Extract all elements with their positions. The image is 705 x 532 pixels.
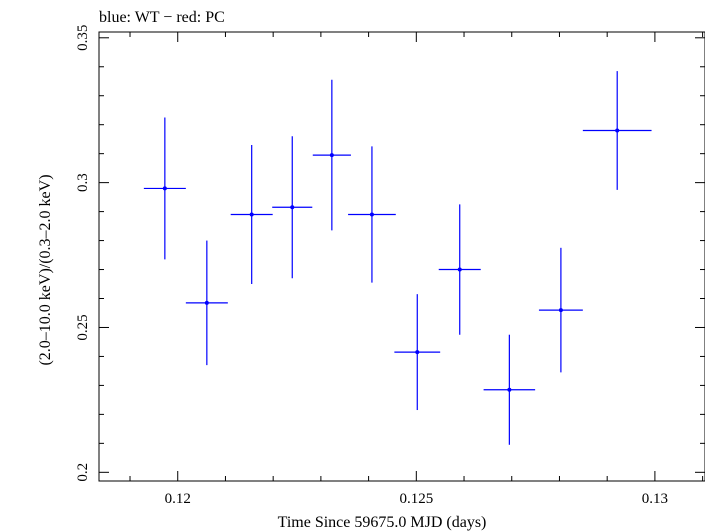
y-axis-label: (2.0–10.0 keV)/(0.3–2.0 keV): [37, 174, 54, 365]
y-tick-label: 0.25: [75, 314, 91, 340]
data-point: [230, 144, 273, 285]
data-point: [394, 294, 441, 411]
data-marker: [162, 186, 167, 191]
data-point: [582, 71, 652, 190]
plot-frame: [98, 31, 705, 482]
data-point: [348, 146, 396, 283]
data-marker: [415, 350, 420, 355]
data-marker: [507, 387, 512, 392]
chart-title: blue: WT − red: PC: [99, 9, 225, 26]
x-tick-label: 0.125: [399, 491, 433, 507]
y-axis-ticks: 0.2 0.25 0.3 0.35: [75, 25, 705, 482]
data-marker: [457, 267, 462, 272]
data-point: [483, 334, 536, 445]
data-marker: [329, 153, 334, 158]
data-point: [272, 136, 313, 279]
y-tick-label: 0.35: [75, 25, 91, 51]
x-tick-label: 0.12: [165, 491, 191, 507]
data-marker: [249, 212, 254, 217]
data-point: [312, 79, 351, 231]
data-point: [538, 247, 583, 373]
data-marker: [369, 212, 374, 217]
data-series: [143, 71, 652, 445]
data-point: [143, 117, 186, 260]
data-marker: [558, 308, 563, 313]
x-axis-ticks: 0.12 0.125 0.13: [129, 32, 704, 507]
x-tick-label: 0.13: [642, 491, 668, 507]
y-tick-label: 0.2: [75, 463, 91, 482]
y-tick-label: 0.3: [75, 173, 91, 192]
data-marker: [615, 128, 620, 133]
data-marker: [204, 300, 209, 305]
data-point: [185, 240, 228, 366]
data-point: [438, 204, 481, 335]
x-axis-label: Time Since 59675.0 MJD (days): [278, 514, 487, 531]
data-marker: [290, 205, 295, 210]
